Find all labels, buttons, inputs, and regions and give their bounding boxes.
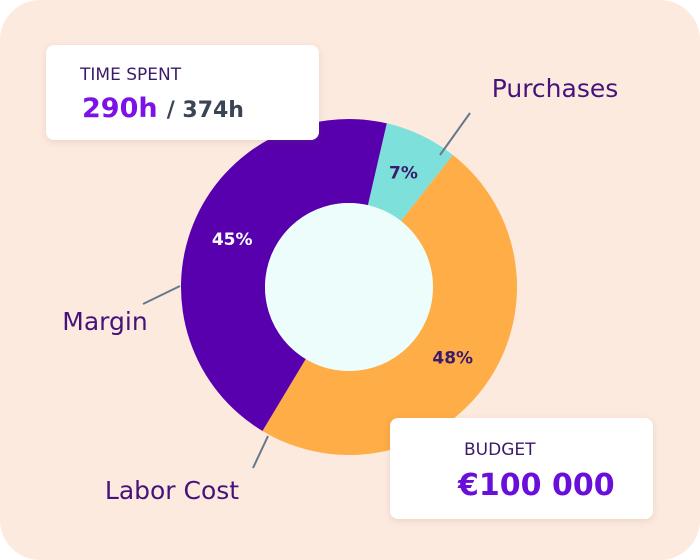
slice (180, 118, 387, 432)
value-label: 48% (432, 349, 473, 369)
donut-hole (265, 203, 433, 371)
value-label: 7% (389, 163, 418, 183)
card-values: 290h / 374h (82, 93, 244, 124)
time-total: / 374h (166, 98, 244, 123)
category-label: Labor Cost (105, 476, 239, 505)
category-label: Purchases (492, 74, 619, 103)
value-label: 45% (212, 230, 253, 250)
budget-card: BUDGET €100 000 (390, 418, 653, 519)
time-value: 290h (82, 93, 158, 124)
card-title: BUDGET (464, 440, 536, 460)
leader-line (439, 112, 471, 156)
leader-line (252, 435, 269, 469)
budget-value: €100 000 (458, 468, 615, 503)
time-card: TIME SPENT 290h / 374h (46, 45, 319, 140)
slice (367, 123, 453, 221)
leader-line (142, 285, 181, 305)
card-title: TIME SPENT (80, 65, 182, 85)
slice (262, 154, 517, 456)
category-label: Margin (62, 307, 147, 336)
